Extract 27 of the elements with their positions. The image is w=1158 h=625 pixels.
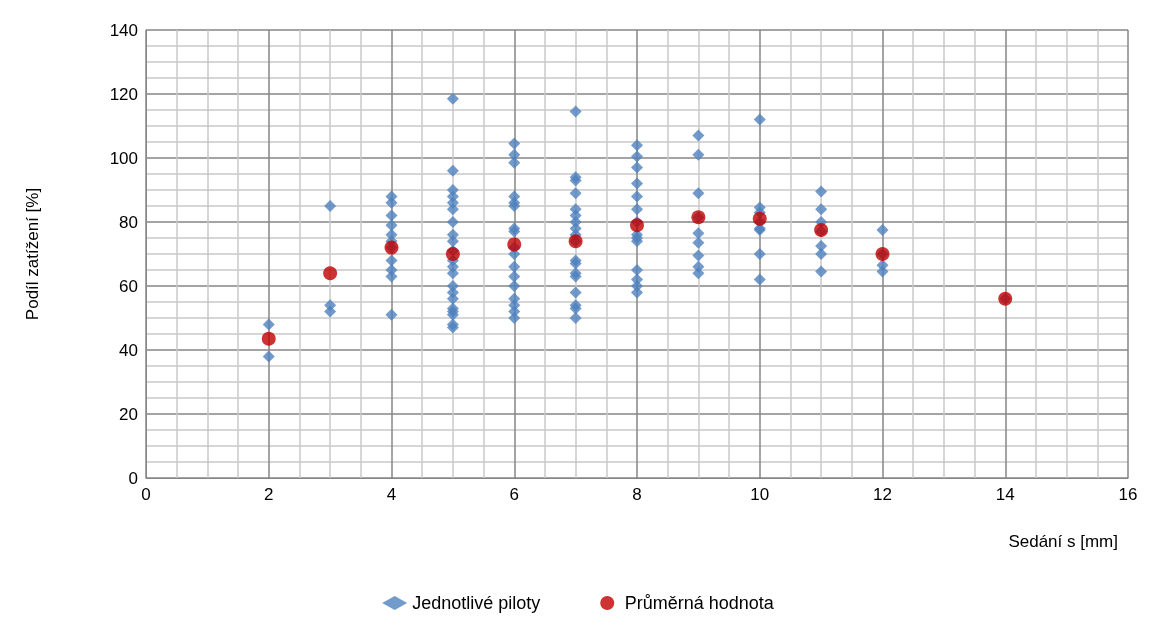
legend-label: Jednotlivé piloty: [412, 593, 541, 613]
x-tick-label: 2: [264, 485, 274, 504]
legend-label: Průměrná hodnota: [624, 593, 775, 613]
point: [507, 237, 522, 252]
y-tick-label: 0: [128, 468, 138, 488]
point: [323, 266, 338, 281]
y-tick-label: 140: [109, 20, 138, 40]
point: [261, 331, 276, 346]
x-tick-label: 4: [386, 485, 397, 504]
point: [445, 247, 460, 261]
x-axis-title: Sedání s [mm]: [1008, 532, 1118, 551]
y-tick-label: 40: [119, 340, 138, 360]
point: [630, 218, 644, 233]
x-tick-label: 6: [509, 485, 519, 504]
x-tick-label: 10: [750, 485, 770, 504]
x-tick-label: 0: [141, 485, 151, 504]
y-tick-label: 120: [109, 84, 138, 104]
x-tick-label: 16: [1118, 485, 1138, 504]
y-tick-label: 20: [119, 404, 138, 424]
x-tick-label: 14: [995, 485, 1015, 504]
y-tick-label: 80: [119, 212, 138, 232]
y-axis-title: Podíl zatížení [%]: [23, 187, 42, 321]
y-tick-label: 60: [119, 276, 138, 296]
y-tick-label: 100: [109, 148, 138, 168]
x-tick-label: 12: [873, 485, 892, 504]
point: [752, 211, 767, 226]
x-tick-label: 8: [632, 485, 642, 504]
